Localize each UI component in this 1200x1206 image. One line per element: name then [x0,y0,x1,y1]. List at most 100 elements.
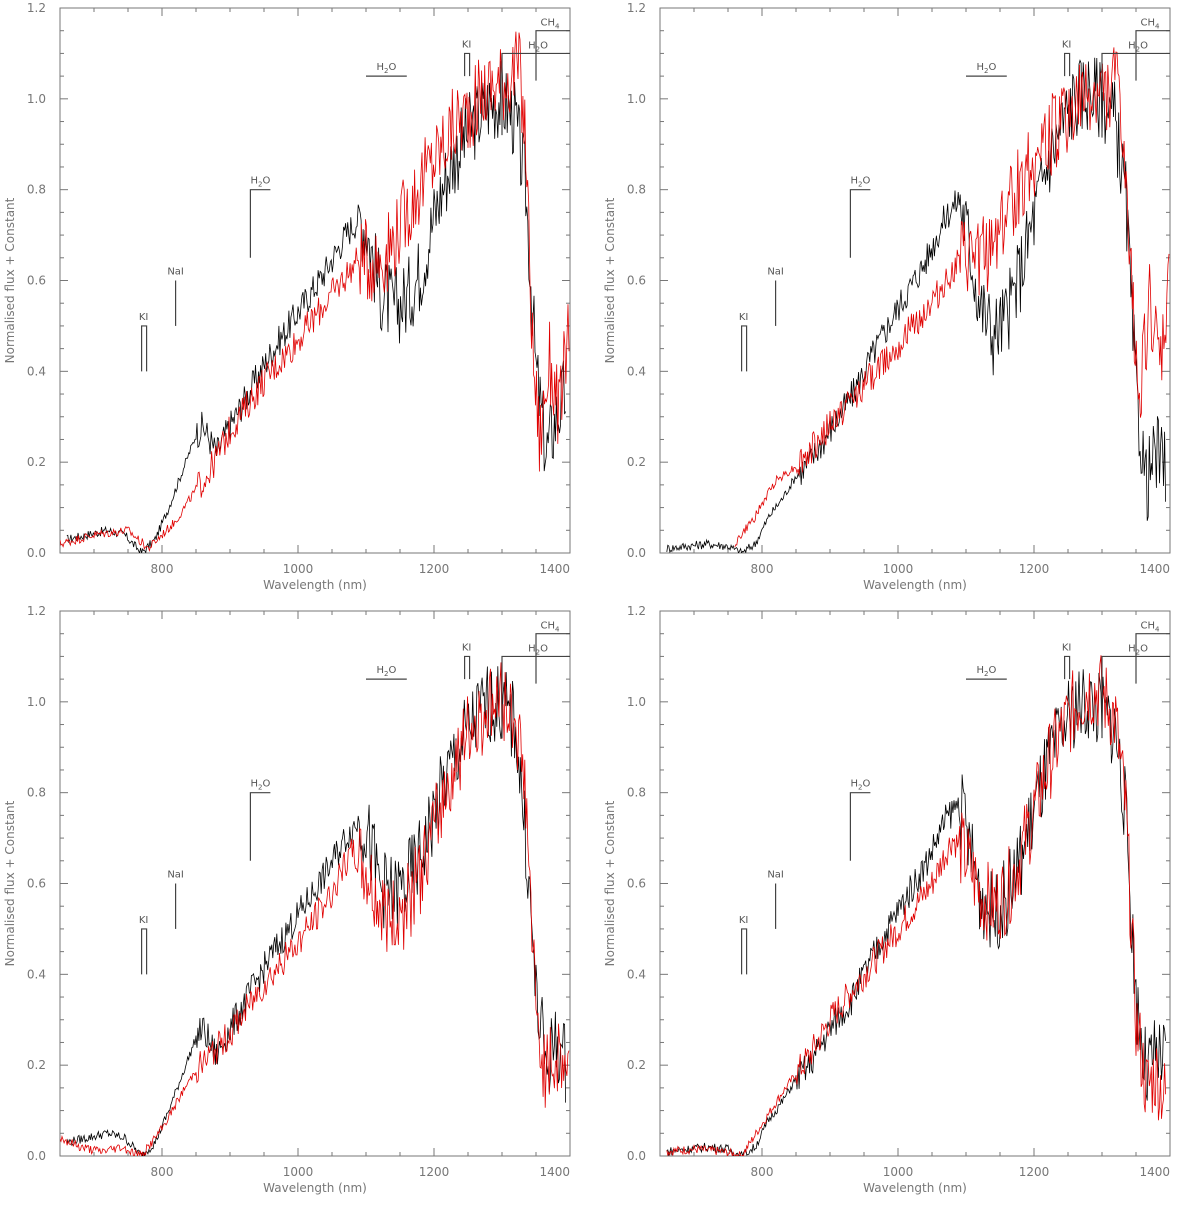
feature-markers: KI NaI H2O H2O KI H2O CH4 [139,621,570,975]
x-tick-label: 1200 [419,562,450,576]
h2o-band-marker [249,792,271,861]
x-axis-title: Wavelength (nm) [263,578,367,592]
h2o-marker-label: H2O [976,62,996,75]
x-tick-label: 1200 [419,1165,450,1179]
x-tick-label: 1200 [1019,1165,1050,1179]
x-axis-title: Wavelength (nm) [863,578,967,592]
y-tick-label: 0.2 [27,1058,46,1072]
model-spectrum-line [60,31,570,553]
nai-marker-label: NaI [767,870,784,881]
ki-marker-label: KI [1062,642,1072,653]
ki-marker-label: KI [739,312,749,323]
h2o-marker-label: H2O [376,665,396,678]
observed-spectrum-line [66,666,566,1156]
nai-marker-label: NaI [167,267,184,278]
spectrum-panel-top-left: 800 1000 1200 1400 0.0 0.2 0.4 0.6 0.8 1.0 1.2 Wave… [0,0,600,603]
ki-marker-label: KI [1062,39,1072,50]
ch4-marker-label: CH4 [541,18,561,31]
x-axis-title: Wavelength (nm) [863,1181,967,1195]
y-tick-label: 1.0 [27,92,46,106]
nai-marker-label: NaI [767,267,784,278]
y-tick-label: 0.4 [27,967,46,981]
spectrum-chart-svg: 800 1000 1200 1400 0.0 0.2 0.4 0.6 0.8 1.0 1.2 Wave… [3,1,571,592]
y-tick-label: 1.0 [627,695,646,709]
ki-doublet-marker [741,325,748,372]
y-tick-label: 0.4 [627,364,646,378]
plot-frame [659,610,1171,1157]
x-tick-label: 1400 [539,1165,570,1179]
x-tick-label: 1400 [1139,1165,1170,1179]
x-tick-label: 1000 [883,562,914,576]
h2o-marker-label: H2O [850,779,870,792]
ki-marker-label: KI [139,915,149,926]
ch4-marker-label: CH4 [541,621,561,634]
ch4-band-marker [535,30,570,81]
ki-marker-label: KI [462,642,472,653]
y-tick-label: 1.2 [627,1,646,15]
ch4-band-marker [1135,633,1170,684]
y-tick-label: 0.6 [27,274,46,288]
h2o-marker-label: H2O [1128,40,1148,53]
h2o-band-marker [249,189,271,258]
h2o-marker-label: H2O [1128,643,1148,656]
y-axis-title: Normalised flux + Constant [603,197,617,363]
h2o-marker-label: H2O [250,176,270,189]
y-tick-label: 0.0 [627,546,646,560]
ch4-marker-label: CH4 [1141,18,1161,31]
y-axis-title: Normalised flux + Constant [603,800,617,966]
y-tick-label: 0.8 [27,183,46,197]
feature-markers: KI NaI H2O H2O KI H2O CH4 [139,18,570,372]
h2o-band-marker [849,792,871,861]
model-spectrum-line [734,47,1170,548]
y-tick-label: 0.2 [27,455,46,469]
x-tick-label: 1000 [283,1165,314,1179]
observed-spectrum-line [66,60,566,553]
x-tick-label: 800 [151,562,174,576]
spectrum-chart-svg: 800 1000 1200 1400 0.0 0.2 0.4 0.6 0.8 1.0 1.2 Wave… [603,1,1171,592]
x-tick-label: 800 [751,1165,774,1179]
y-tick-label: 1.2 [27,604,46,618]
ki-doublet-marker [141,928,148,975]
ki-doublet-marker [464,655,471,680]
h2o-marker-label: H2O [528,40,548,53]
y-tick-label: 0.0 [627,1149,646,1163]
y-tick-label: 0.6 [627,274,646,288]
x-tick-label: 1400 [539,562,570,576]
y-tick-label: 0.8 [27,786,46,800]
nai-marker-label: NaI [167,870,184,881]
h2o-band-marker [849,189,871,258]
ki-doublet-marker [741,928,748,975]
ki-doublet-marker [1064,655,1071,680]
ki-marker-label: KI [462,39,472,50]
y-tick-label: 0.6 [27,877,46,891]
h2o-marker-label: H2O [376,62,396,75]
x-tick-label: 800 [151,1165,174,1179]
ch4-marker-label: CH4 [1141,621,1161,634]
x-tick-label: 1000 [883,1165,914,1179]
x-tick-label: 1400 [1139,562,1170,576]
ki-marker-label: KI [139,312,149,323]
plot-frame [59,610,571,1157]
y-tick-label: 0.0 [27,546,46,560]
feature-markers: KI NaI H2O H2O KI H2O CH4 [739,621,1170,975]
y-tick-label: 0.6 [627,877,646,891]
y-tick-label: 1.2 [627,604,646,618]
h2o-marker-label: H2O [850,176,870,189]
y-tick-label: 0.4 [627,967,646,981]
model-spectrum-line [666,655,1166,1156]
ki-doublet-marker [141,325,148,372]
y-tick-label: 0.8 [627,786,646,800]
spectrum-chart-svg: 800 1000 1200 1400 0.0 0.2 0.4 0.6 0.8 1.0 1.2 Wave… [603,604,1171,1195]
observed-spectrum-line [666,57,1166,553]
y-tick-label: 0.0 [27,1149,46,1163]
spectrum-panel-top-right: 800 1000 1200 1400 0.0 0.2 0.4 0.6 0.8 1.0 1.2 Wave… [600,0,1200,603]
ki-doublet-marker [464,52,471,77]
x-tick-label: 1000 [283,562,314,576]
feature-markers: KI NaI H2O H2O KI H2O CH4 [739,18,1170,372]
plot-frame [59,7,571,554]
spectrum-panel-bottom-right: 800 1000 1200 1400 0.0 0.2 0.4 0.6 0.8 1.0 1.2 Wave… [600,603,1200,1206]
h2o-marker-label: H2O [250,779,270,792]
x-tick-label: 800 [751,562,774,576]
h2o-band-marker [501,655,570,739]
y-axis-title: Normalised flux + Constant [3,197,17,363]
